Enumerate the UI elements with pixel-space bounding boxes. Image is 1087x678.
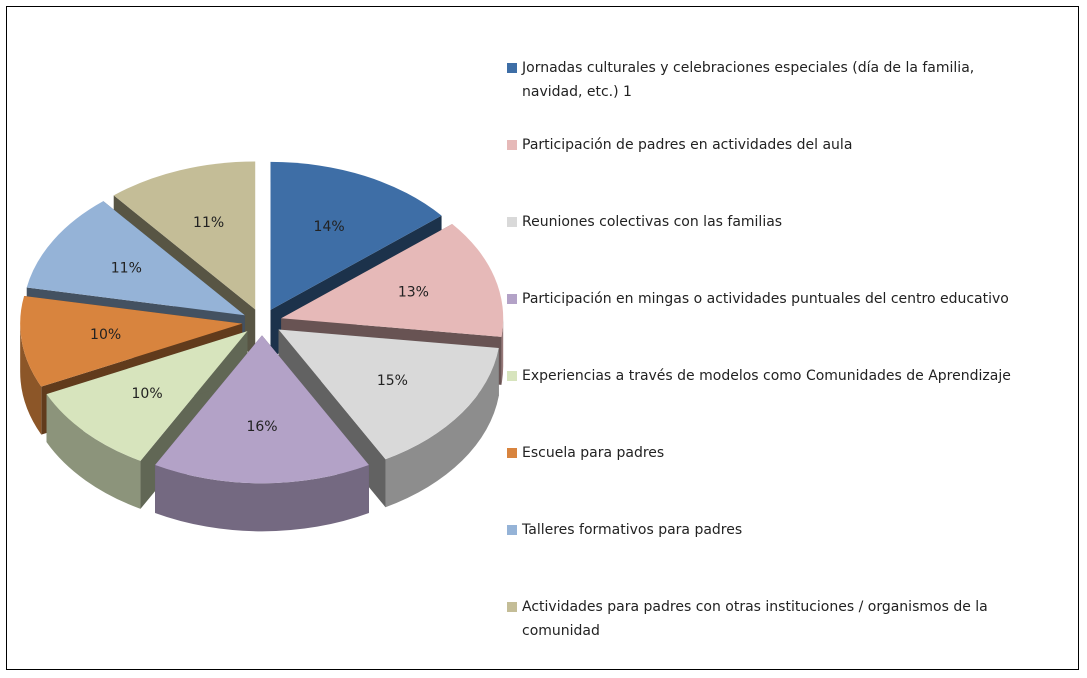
slice-wall [155, 465, 369, 532]
data-label: 11% [193, 215, 224, 231]
data-label: 10% [90, 327, 121, 343]
legend-item: Participación de padres en actividades d… [507, 133, 1067, 157]
data-label: 13% [398, 285, 429, 301]
slice-wall [46, 394, 141, 509]
legend-swatch [507, 294, 517, 304]
slice-wall [20, 323, 42, 435]
legend-label: Jornadas culturales y celebraciones espe… [522, 60, 975, 100]
legend-swatch [507, 217, 517, 227]
legend-swatch [507, 448, 517, 458]
legend-item: Escuela para padres [507, 441, 1067, 465]
legend-item: Talleres formativos para padres [507, 518, 1067, 542]
slice-top [20, 295, 243, 387]
legend-label: Experiencias a través de modelos como Co… [522, 368, 1011, 384]
legend-item: Reuniones colectivas con las familias [507, 210, 1067, 234]
pie-slice: 15% [278, 329, 499, 508]
legend-label: Actividades para padres con otras instit… [522, 599, 988, 639]
slice-top [278, 329, 499, 460]
pie-slice: 16% [155, 335, 369, 532]
data-label: 11% [111, 261, 142, 277]
slice-top [26, 201, 245, 316]
legend-item: Jornadas culturales y celebraciones espe… [507, 56, 1067, 104]
legend-item: Experiencias a través de modelos como Co… [507, 364, 1067, 388]
legend-swatch [507, 371, 517, 381]
data-label: 15% [377, 373, 408, 389]
legend-swatch [507, 525, 517, 535]
legend-swatch [507, 63, 517, 73]
legend-swatch [507, 140, 517, 150]
slice-wall [501, 318, 504, 385]
data-label: 16% [246, 419, 277, 435]
legend-label: Participación de padres en actividades d… [522, 137, 853, 153]
data-label: 10% [132, 386, 163, 402]
data-label: 14% [314, 219, 345, 235]
chart-frame [6, 6, 1079, 670]
legend-item: Actividades para padres con otras instit… [507, 595, 1067, 643]
slice-wall [385, 348, 499, 508]
legend-label: Participación en mingas o actividades pu… [522, 291, 1009, 307]
legend-label: Reuniones colectivas con las familias [522, 214, 783, 230]
slice-top [155, 335, 369, 484]
legend-label: Talleres formativos para padres [522, 522, 743, 538]
slice-top [281, 223, 504, 337]
legend-label: Escuela para padres [522, 445, 665, 461]
legend-item: Participación en mingas o actividades pu… [507, 287, 1067, 311]
slice-top [113, 161, 256, 310]
slice-top [46, 331, 248, 461]
slice-top [270, 161, 442, 310]
legend-swatch [507, 602, 517, 612]
